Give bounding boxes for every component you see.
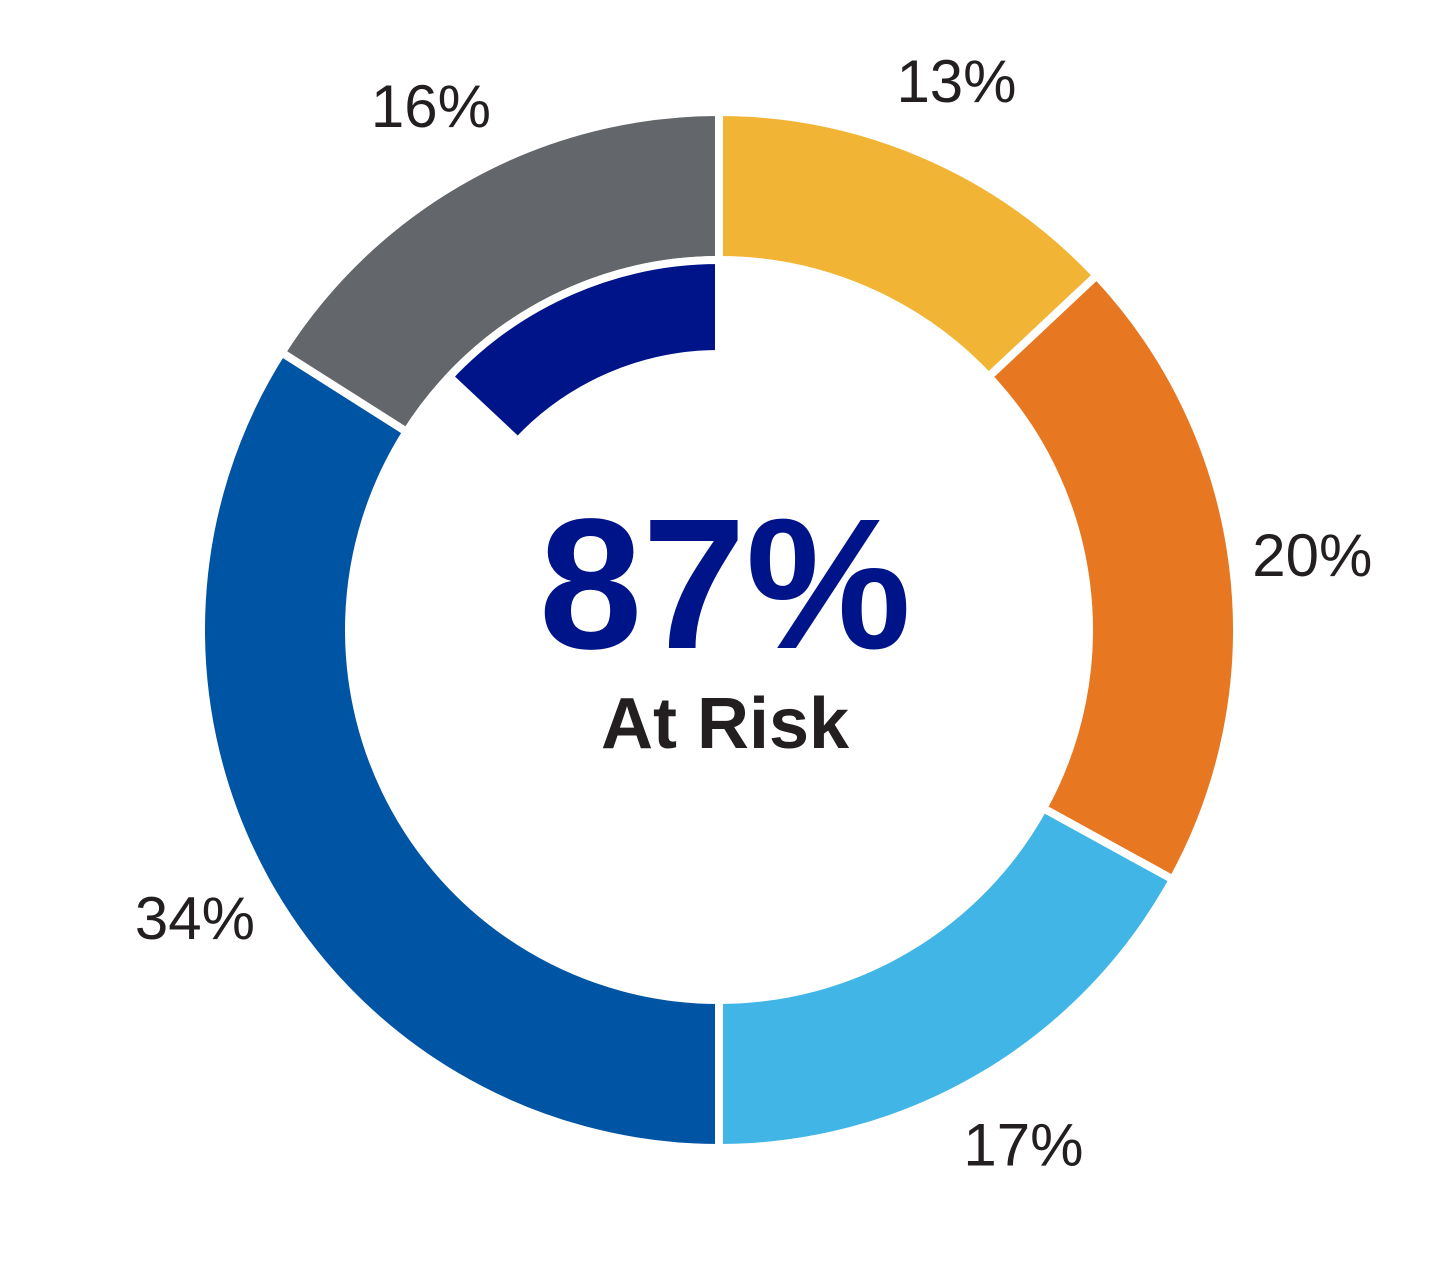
slice-labels: 13% 20% 17% 34% 16% xyxy=(135,48,1372,1179)
outer-slice-2 xyxy=(715,802,1179,1153)
inner-arc-at-risk xyxy=(443,255,723,447)
outer-slice-3 xyxy=(197,346,723,1153)
inner-ring xyxy=(443,255,723,447)
outer-slice-1 xyxy=(983,269,1242,885)
slice-label-3: 34% xyxy=(135,885,255,952)
slice-label-0: 13% xyxy=(896,48,1016,115)
slice-label-4: 16% xyxy=(371,73,491,140)
center-label: At Risk xyxy=(601,684,850,764)
slice-label-1: 20% xyxy=(1252,522,1372,589)
center-value: 87% xyxy=(539,481,911,688)
slice-label-2: 17% xyxy=(963,1112,1083,1179)
outer-ring xyxy=(197,107,1242,1153)
